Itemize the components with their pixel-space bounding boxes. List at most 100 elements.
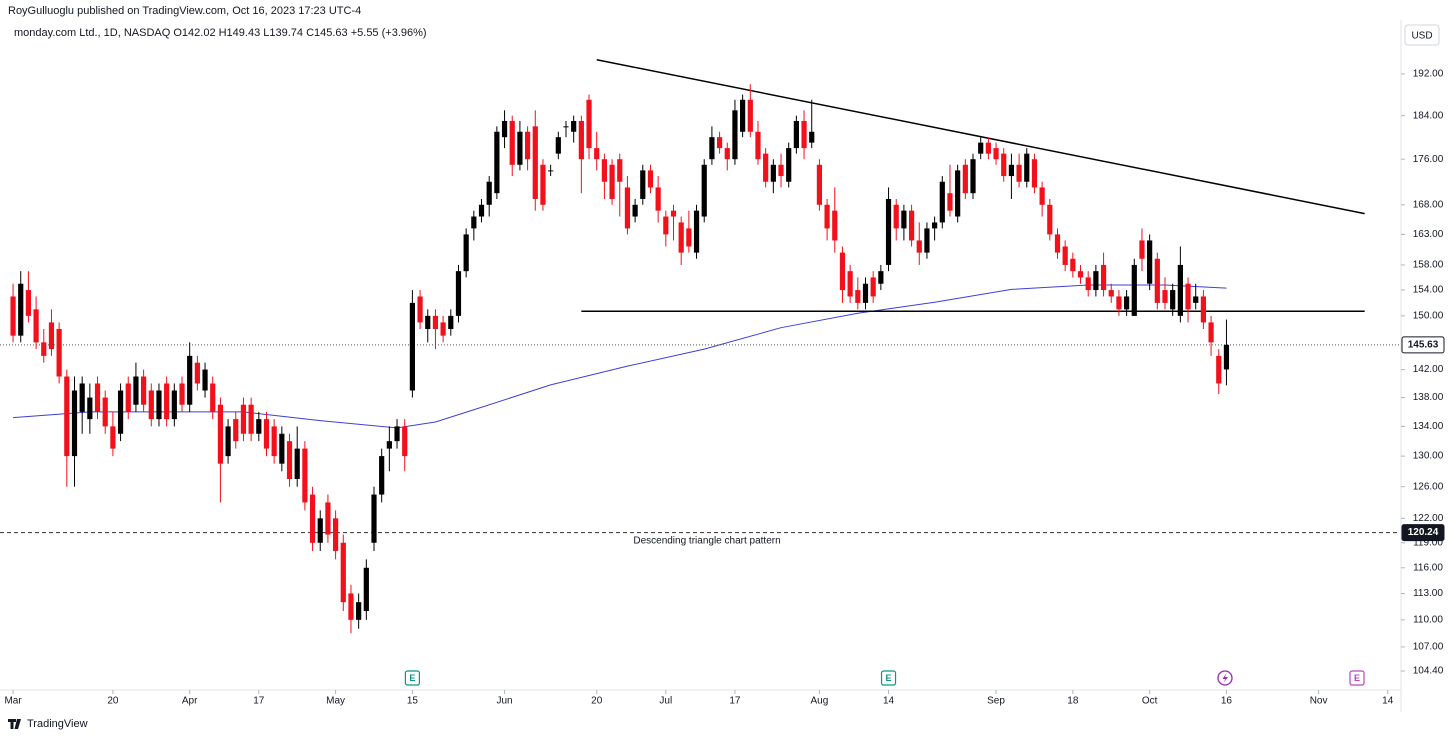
candle [1070, 252, 1076, 278]
candle-body [455, 271, 462, 316]
candle [194, 355, 200, 391]
candle-body [586, 99, 592, 149]
candle-body [294, 448, 300, 479]
candle-body [747, 99, 753, 132]
candle-body [716, 137, 723, 149]
candle [325, 494, 331, 543]
candle [217, 397, 224, 503]
candle [847, 264, 853, 303]
candle-body [33, 309, 39, 343]
candle [1008, 153, 1015, 199]
candle-body [962, 164, 968, 194]
candle [1223, 319, 1230, 386]
candle-body [79, 383, 85, 412]
candle [978, 137, 984, 160]
candle [94, 376, 101, 420]
candle [524, 126, 531, 171]
candle [463, 228, 469, 278]
candle-body [932, 222, 938, 229]
candle [1100, 252, 1107, 297]
candle-body [1116, 296, 1122, 310]
candle [1108, 283, 1114, 303]
publisher-header: RoyGulluoglu published on TradingView.co… [8, 5, 361, 17]
candle-body [1047, 204, 1053, 235]
candle [932, 216, 938, 241]
y-tick-label: 119.00 [1413, 537, 1443, 548]
candle-body [1100, 264, 1107, 291]
candle-body [924, 228, 930, 253]
candle [624, 176, 631, 235]
candle-body [1170, 290, 1176, 310]
candle [563, 120, 569, 138]
y-tick-label: 150.00 [1413, 311, 1444, 322]
currency-button[interactable] [1404, 24, 1440, 46]
candle-body [402, 426, 408, 457]
candle-body [64, 376, 70, 457]
candle-body [494, 131, 500, 194]
earnings-label: E [409, 673, 415, 683]
candle [816, 159, 823, 211]
candle-body [763, 153, 769, 182]
candle [747, 84, 753, 138]
candle-body [240, 404, 247, 434]
candle-body [248, 404, 254, 434]
candle [839, 246, 846, 303]
candle [1139, 228, 1145, 272]
candle [79, 376, 85, 434]
x-tick-label: 20 [591, 696, 603, 707]
y-tick-label: 158.00 [1413, 260, 1444, 271]
candle-body [210, 383, 216, 412]
candle [41, 329, 47, 363]
y-tick-label: 192.00 [1413, 69, 1444, 80]
candle-body [832, 210, 838, 241]
candle-body [693, 210, 700, 253]
candle-body [770, 164, 776, 182]
candle [716, 131, 723, 154]
currency-label: USD [1411, 31, 1432, 42]
candle [425, 309, 431, 343]
x-tick-label: 14 [1382, 696, 1394, 707]
x-tick-label: May [326, 696, 345, 707]
candle [640, 164, 646, 205]
candle-body [271, 426, 277, 457]
candle-body [1154, 258, 1160, 303]
candle [732, 99, 738, 165]
candle [955, 164, 961, 223]
candle [939, 176, 945, 229]
candle-body [824, 204, 830, 229]
candle-body [1039, 187, 1045, 205]
candle [801, 110, 807, 160]
candle [133, 362, 139, 412]
candle [171, 383, 177, 427]
candle [540, 159, 546, 211]
candle-body [94, 383, 101, 412]
candle-body [187, 355, 193, 405]
event-icon [1217, 670, 1233, 686]
candle-body [548, 170, 554, 172]
candle [409, 290, 415, 398]
candle-body [1054, 234, 1061, 253]
candle [256, 411, 262, 442]
candle [678, 216, 684, 265]
candle-body [141, 376, 147, 405]
x-tick-label: 17 [729, 696, 741, 707]
candle-body [809, 131, 815, 143]
candle [48, 309, 55, 356]
candle [594, 131, 600, 171]
y-tick-label: 116.00 [1413, 562, 1443, 573]
candle [248, 397, 254, 442]
candle-body [217, 404, 224, 464]
candle-body [878, 271, 884, 284]
price-label: 120.24 [1408, 527, 1439, 538]
candle-body [48, 322, 55, 350]
candle-body [1077, 271, 1084, 278]
candle-body [133, 376, 139, 405]
candle-body [594, 148, 600, 160]
x-tick-label: 15 [407, 696, 419, 707]
candle [893, 198, 899, 241]
candle [1131, 258, 1137, 316]
candle [855, 277, 861, 310]
candle [371, 486, 377, 552]
candle [25, 271, 32, 323]
